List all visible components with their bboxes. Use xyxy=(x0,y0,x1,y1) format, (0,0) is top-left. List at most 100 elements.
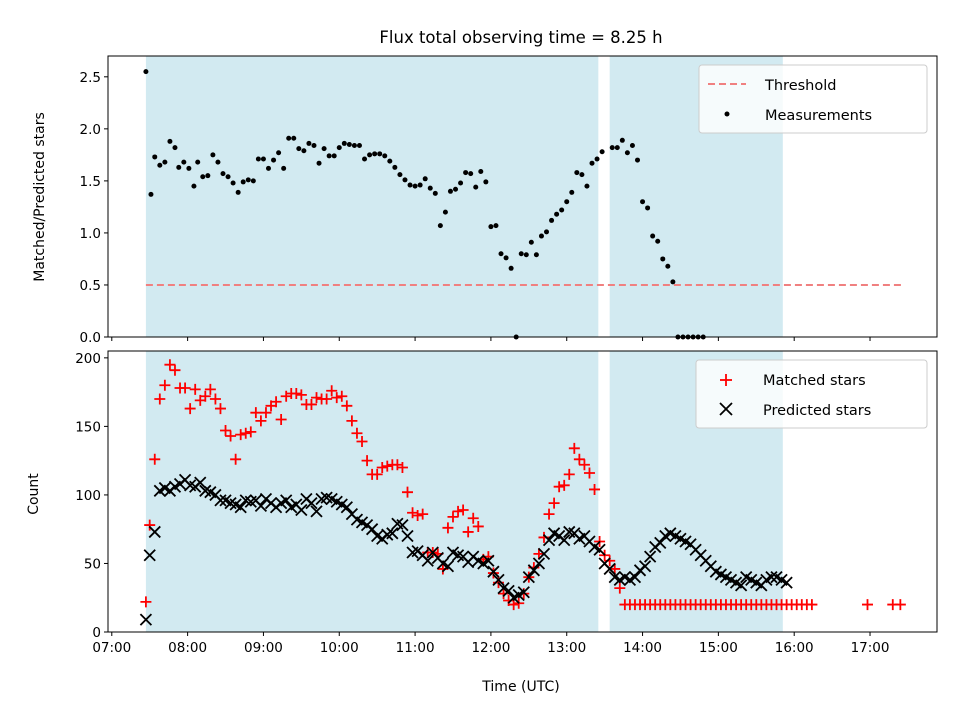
measurement-point xyxy=(392,164,398,170)
measurement-point xyxy=(377,151,383,157)
measurement-point xyxy=(148,191,154,197)
matched-star-point xyxy=(447,511,459,523)
matched-star-point xyxy=(568,442,580,454)
measurement-point xyxy=(569,189,575,195)
y-tick-label: 0.5 xyxy=(80,278,101,294)
measurement-point xyxy=(346,141,352,147)
predicted-star-point xyxy=(502,584,515,598)
measurement-point xyxy=(453,186,459,192)
predicted-star-point xyxy=(654,536,667,550)
matched-star-point xyxy=(558,479,570,491)
x-tick-label: 14:00 xyxy=(623,640,662,656)
predicted-star-point xyxy=(386,527,399,540)
predicted-star-point xyxy=(305,497,318,510)
predicted-legend-label: Predicted stars xyxy=(763,403,871,419)
predicted-star-point xyxy=(734,579,748,592)
matched-star-point xyxy=(396,462,408,474)
matched-star-point xyxy=(336,390,348,402)
measurement-point xyxy=(614,145,620,151)
x-tick-label: 16:00 xyxy=(775,640,814,656)
matched-star-point xyxy=(381,460,393,472)
measurement-point xyxy=(422,176,428,182)
matched-star-point xyxy=(189,383,201,395)
matched-star-point xyxy=(255,415,267,427)
matched-star-point xyxy=(861,599,873,611)
matched-star-point xyxy=(159,379,171,391)
x-tick-label: 13:00 xyxy=(547,640,586,656)
measurement-point xyxy=(281,165,287,171)
measurement-point xyxy=(186,165,192,171)
measurement-point xyxy=(538,233,544,239)
measurement-point xyxy=(362,156,368,162)
measurement-point xyxy=(265,165,271,171)
predicted-star-point xyxy=(143,549,156,562)
y-tick-label: 50 xyxy=(84,556,101,572)
matched-star-point xyxy=(275,414,287,426)
measurement-point xyxy=(650,233,656,239)
x-tick-label: 11:00 xyxy=(396,640,435,656)
measurement-point xyxy=(437,223,443,229)
matched-star-point xyxy=(326,385,338,397)
measurement-point xyxy=(609,145,615,151)
predicted-star-point xyxy=(643,550,657,563)
measurement-point xyxy=(167,138,173,144)
x-tick-label: 17:00 xyxy=(851,640,890,656)
y-tick-label: 2.0 xyxy=(80,122,101,138)
predicted-star-point xyxy=(638,560,652,573)
measurement-point xyxy=(554,211,560,217)
measurement-point xyxy=(493,223,499,229)
matched-star-point xyxy=(341,400,353,412)
measurement-point xyxy=(559,207,565,213)
measurement-point xyxy=(143,69,149,75)
measurement-point xyxy=(296,146,302,152)
y-tick-label: 0 xyxy=(92,625,101,641)
bottom-legend-box xyxy=(695,359,928,429)
measurement-point xyxy=(579,172,585,178)
predicted-star-point xyxy=(365,523,379,536)
predicted-star-point xyxy=(765,571,778,584)
matched-star-point xyxy=(356,435,368,447)
matched-star-point xyxy=(346,415,358,427)
measurement-point xyxy=(589,160,595,166)
matched-star-point xyxy=(614,582,626,594)
measurement-point xyxy=(356,143,362,149)
matched-star-point xyxy=(498,588,510,600)
measurement-point xyxy=(655,238,661,244)
measurement-point xyxy=(432,190,438,196)
matched-legend-swatch xyxy=(720,374,732,386)
predicted-star-point xyxy=(527,564,541,577)
matched-star-point xyxy=(250,407,262,419)
matched-star-point xyxy=(245,426,257,438)
x-tick-label: 12:00 xyxy=(471,640,510,656)
measurement-point xyxy=(176,164,182,170)
measurement-point xyxy=(230,180,236,186)
x-axis-label: Time (UTC) xyxy=(481,679,559,695)
measurement-point xyxy=(660,256,666,262)
measurement-point xyxy=(245,177,251,183)
y-tick-label: 200 xyxy=(75,351,101,367)
matched-star-point xyxy=(230,453,242,465)
matched-star-point xyxy=(144,519,156,531)
predicted-star-point xyxy=(214,494,227,507)
matched-star-point xyxy=(391,459,403,471)
matched-stars-points xyxy=(140,359,906,611)
bottom-axes-frame xyxy=(107,350,938,633)
measurement-point xyxy=(387,158,393,164)
matched-star-point xyxy=(604,555,616,567)
matched-star-point xyxy=(417,508,429,520)
measurement-point xyxy=(341,140,347,146)
bottom-x-ticks: 07:00 08:00 09:00 10:00 11:00 12:00 13:00 14:00… xyxy=(92,632,889,656)
measurement-point xyxy=(321,146,327,152)
predicted-star-point xyxy=(482,554,495,567)
x-tick-label: 10:00 xyxy=(320,640,359,656)
measurement-point xyxy=(200,174,206,180)
matched-star-point xyxy=(321,393,333,405)
y-tick-label: 0.0 xyxy=(80,330,101,346)
measurement-point xyxy=(463,170,469,176)
measurement-point xyxy=(382,153,388,159)
measurement-point xyxy=(584,183,590,189)
measurement-point xyxy=(326,153,332,159)
matched-star-point xyxy=(214,403,226,415)
matched-star-point xyxy=(578,459,590,471)
